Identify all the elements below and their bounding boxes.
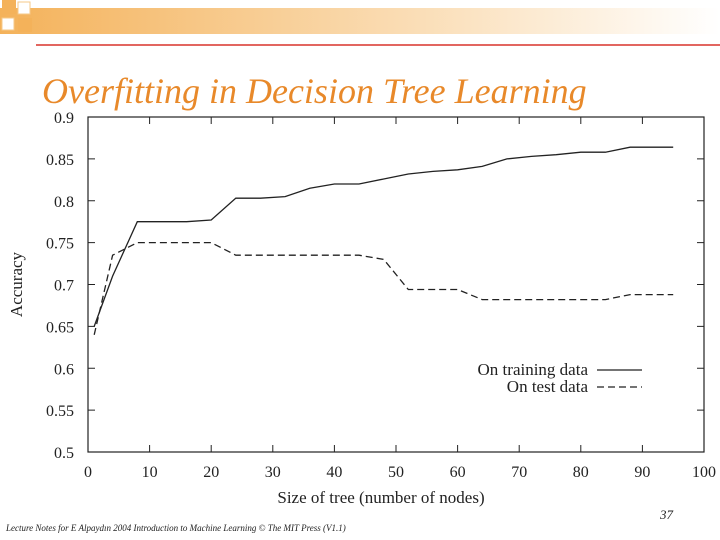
legend-label-training: On training data	[478, 360, 589, 379]
legend-label-test: On test data	[507, 377, 589, 396]
y-tick-label: 0.6	[54, 361, 74, 378]
x-tick-label: 60	[450, 464, 466, 481]
plot-frame	[87, 116, 705, 453]
x-tick-label: 20	[203, 464, 219, 481]
header-decoration	[0, 0, 720, 46]
x-tick-label: 100	[692, 464, 716, 481]
x-tick-label: 70	[511, 464, 527, 481]
page-number: 37	[660, 507, 673, 522]
x-tick-label: 40	[326, 464, 342, 481]
y-tick-label: 0.8	[54, 194, 74, 211]
series-line-training	[93, 146, 674, 327]
header-square-a	[2, 0, 16, 14]
accuracy-chart: 0.5 0.55 0.6 0.65 0.7 0.75 0.8 0.85 0.9 0 10 20 30 40…	[7, 110, 716, 507]
x-tick-label: 90	[634, 464, 650, 481]
x-axis-label: Size of tree (number of nodes)	[277, 488, 484, 507]
y-tick-label: 0.85	[46, 152, 74, 169]
x-tick-label: 50	[388, 464, 404, 481]
header-square-b	[17, 1, 31, 15]
x-tick-label: 0	[84, 464, 92, 481]
x-tick-label: 80	[573, 464, 589, 481]
y-tick-label: 0.75	[46, 236, 74, 253]
slide-title: Overfitting in Decision Tree Learning	[42, 71, 587, 111]
header-gradient-band	[0, 8, 720, 34]
footer-citation: Lecture Notes for E Alpaydın 2004 Introd…	[6, 523, 346, 533]
y-tick-label: 0.7	[54, 278, 74, 295]
y-tick-label: 0.55	[46, 403, 74, 420]
y-tick-label: 0.9	[54, 110, 74, 127]
header-square-c	[1, 17, 15, 31]
x-tick-label: 10	[142, 464, 158, 481]
y-tick-label: 0.5	[54, 445, 74, 462]
x-tick-label: 30	[265, 464, 281, 481]
y-axis-label: Accuracy	[7, 251, 26, 317]
series-line-test	[93, 241, 674, 335]
header-square-d	[18, 18, 32, 32]
y-tick-label: 0.65	[46, 319, 74, 336]
